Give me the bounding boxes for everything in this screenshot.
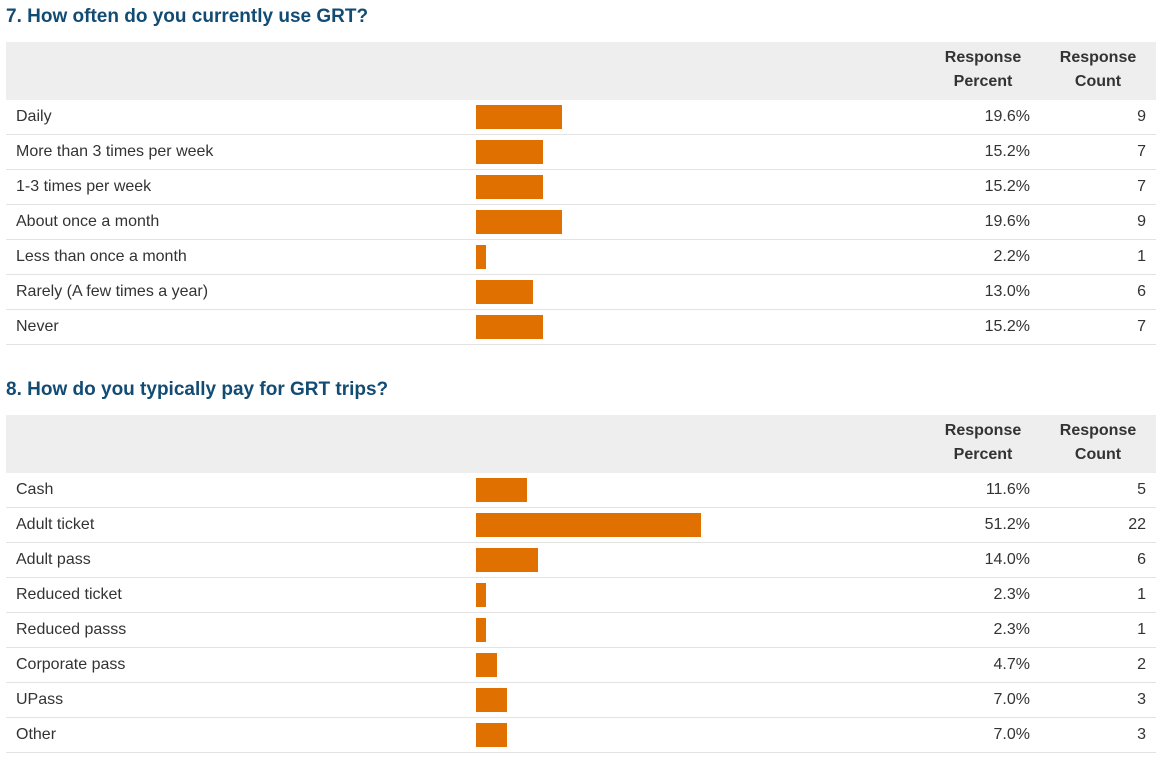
answer-rows: Cash 11.6% 5 Adult ticket 51.2% 22 Adult pass 1… [6,473,1156,753]
response-bar [476,140,543,164]
answer-label: 1-3 times per week [16,178,152,195]
table-row: Rarely (A few times a year) 13.0% 6 [6,275,1156,310]
answer-label: Cash [16,481,54,498]
response-count-value: 3 [1137,726,1146,743]
response-bar [476,245,486,269]
table-row: Less than once a month 2.2% 1 [6,240,1156,275]
answer-label: Other [16,726,57,743]
response-count-value: 9 [1137,108,1146,125]
response-count-value: 7 [1137,143,1146,160]
header-percent-line1: Response [944,49,1022,66]
response-bar [476,723,507,747]
response-count-value: 6 [1137,283,1146,300]
response-count-header: Response Count [1042,419,1154,467]
table-row: Corporate pass 4.7% 2 [6,648,1156,683]
header-percent-line2: Percent [953,73,1013,90]
response-percent-value: 15.2% [984,318,1030,335]
response-count-header: Response Count [1042,46,1154,94]
response-bar [476,583,486,607]
table-header: Response Percent Response Count [6,42,1156,100]
response-count-value: 3 [1137,691,1146,708]
table-row: Cash 11.6% 5 [6,473,1156,508]
table-row: Daily 19.6% 9 [6,100,1156,135]
table-row: Other 7.0% 3 [6,718,1156,753]
response-percent-value: 15.2% [984,143,1030,160]
table-row: UPass 7.0% 3 [6,683,1156,718]
answer-label: Less than once a month [16,248,187,265]
response-percent-value: 13.0% [984,283,1030,300]
response-count-value: 7 [1137,318,1146,335]
response-bar [476,105,562,129]
header-count-line2: Count [1074,446,1122,463]
response-percent-header: Response Percent [924,419,1042,467]
response-percent-header: Response Percent [924,46,1042,94]
response-bar [476,315,543,339]
table-row: Reduced ticket 2.3% 1 [6,578,1156,613]
answer-label: Rarely (A few times a year) [16,283,209,300]
response-percent-value: 2.2% [993,248,1030,265]
table-row: About once a month 19.6% 9 [6,205,1156,240]
answer-label: Daily [16,108,52,125]
question-8-block: 8. How do you typically pay for GRT trip… [6,373,1156,753]
answer-rows: Daily 19.6% 9 More than 3 times per week 15.… [6,100,1156,345]
response-percent-value: 11.6% [985,481,1030,498]
answer-label: Reduced ticket [16,586,122,603]
answer-label: Reduced passs [16,621,127,638]
response-bar [476,688,507,712]
header-percent-line2: Percent [953,446,1013,463]
header-count-line2: Count [1074,73,1122,90]
table-row: Adult pass 14.0% 6 [6,543,1156,578]
response-count-value: 1 [1137,248,1146,265]
response-percent-value: 2.3% [993,621,1030,638]
response-bar [476,513,701,537]
response-bar [476,280,533,304]
response-count-value: 9 [1137,213,1146,230]
table-row: Never 15.2% 7 [6,310,1156,345]
answer-label: Never [16,318,59,335]
response-percent-value: 2.3% [993,586,1030,603]
answer-label: UPass [16,691,64,708]
header-count-line1: Response [1059,422,1137,439]
table-row: 1-3 times per week 15.2% 7 [6,170,1156,205]
answer-label: Adult ticket [16,516,95,533]
answer-label: Adult pass [16,551,91,568]
response-bar [476,175,543,199]
response-percent-value: 7.0% [993,726,1030,743]
response-percent-value: 14.0% [984,551,1030,568]
header-percent-line1: Response [944,422,1022,439]
answer-label: More than 3 times per week [16,143,214,160]
response-bar [476,210,562,234]
table-row: Adult ticket 51.2% 22 [6,508,1156,543]
response-bar [476,618,486,642]
response-bar [476,478,527,502]
response-percent-value: 19.6% [984,108,1030,125]
response-count-value: 22 [1128,516,1146,533]
response-count-value: 7 [1137,178,1146,195]
response-percent-value: 15.2% [984,178,1030,195]
question-title: 8. How do you typically pay for GRT trip… [6,379,389,400]
response-count-value: 5 [1137,481,1146,498]
response-bar [476,548,538,572]
header-count-line1: Response [1059,49,1137,66]
response-count-value: 1 [1137,586,1146,603]
answer-label: About once a month [16,213,160,230]
question-title: 7. How often do you currently use GRT? [6,6,369,27]
response-percent-value: 4.7% [993,656,1030,673]
question-7-block: 7. How often do you currently use GRT? R… [6,0,1156,345]
response-count-value: 6 [1137,551,1146,568]
response-percent-value: 19.6% [984,213,1030,230]
answer-label: Corporate pass [16,656,126,673]
table-row: More than 3 times per week 15.2% 7 [6,135,1156,170]
response-percent-value: 51.2% [984,516,1030,533]
response-count-value: 2 [1137,656,1146,673]
response-count-value: 1 [1137,621,1146,638]
table-header: Response Percent Response Count [6,415,1156,473]
response-percent-value: 7.0% [993,691,1030,708]
table-row: Reduced passs 2.3% 1 [6,613,1156,648]
response-bar [476,653,497,677]
